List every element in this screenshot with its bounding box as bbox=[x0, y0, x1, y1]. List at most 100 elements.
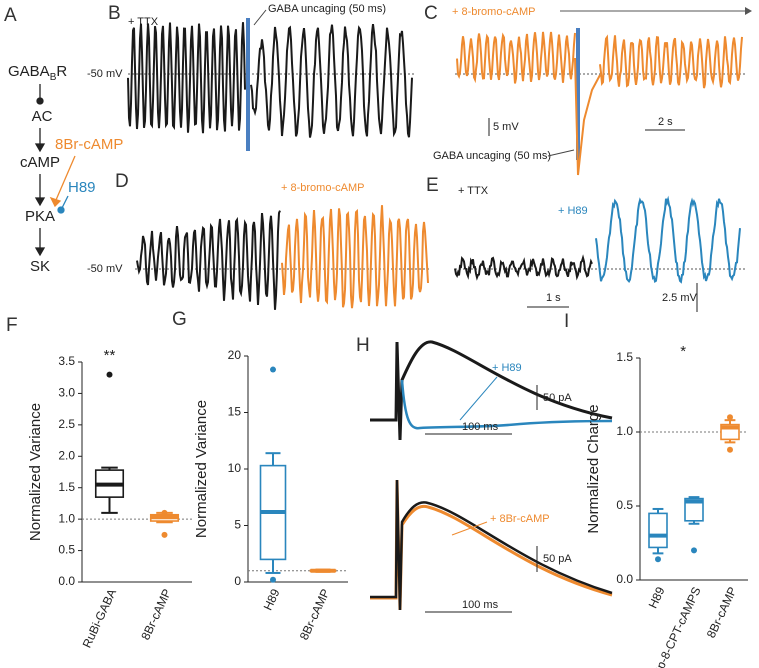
box-chart: F ** Normalized Variance 0.0 0.5 1.0 1.5 2.0 2.5… bbox=[6, 315, 192, 650]
condition: + TTX bbox=[128, 16, 159, 28]
baseline-label: -50 mV bbox=[87, 263, 123, 275]
outlier bbox=[106, 371, 113, 378]
y-tick-label: 20 bbox=[228, 348, 242, 362]
node: AC bbox=[32, 108, 53, 125]
voltage-trace bbox=[136, 210, 281, 310]
scale-label: 1 s bbox=[546, 292, 561, 304]
y-tick-label: 3.5 bbox=[58, 354, 75, 368]
panel-label: A bbox=[4, 5, 17, 26]
outlier bbox=[161, 531, 168, 538]
receptor: GABABR bbox=[8, 63, 67, 83]
pointer bbox=[253, 9, 267, 26]
drug: + 8Br-cAMP bbox=[490, 513, 550, 525]
panel-label: I bbox=[564, 311, 569, 332]
event-label: GABA uncaging (50 ms) bbox=[433, 150, 551, 162]
traces: B + TTX GABA uncaging (50 ms) -50 mV C +… bbox=[87, 3, 752, 312]
voltage-trace bbox=[250, 23, 413, 138]
y-tick-label: 1.0 bbox=[616, 424, 633, 438]
y-axis-label: Normalized Variance bbox=[27, 403, 44, 541]
y-axis-label: Normalized Variance bbox=[193, 400, 210, 538]
y-tick-label: 5 bbox=[234, 518, 241, 532]
current-trace bbox=[370, 479, 613, 611]
scale-label: 50 pA bbox=[543, 392, 572, 404]
box-chart: I*Normalized Charge0.00.51.01.5H89Rp-8-C… bbox=[564, 311, 748, 668]
voltage-trace bbox=[456, 31, 576, 84]
panel-label: C bbox=[424, 3, 438, 24]
box bbox=[648, 512, 668, 549]
voltage-trace bbox=[454, 254, 593, 281]
box-chart: G Normalized Variance 0 5 10 15 20 H89 8Br-cAMP bbox=[172, 309, 348, 642]
outlier bbox=[655, 556, 661, 563]
outlier bbox=[691, 547, 697, 554]
outlier bbox=[270, 366, 276, 373]
y-tick-label: 0.0 bbox=[616, 572, 633, 586]
y-tick-label: 0.5 bbox=[58, 543, 75, 557]
y-tick-label: 1.0 bbox=[58, 511, 75, 525]
scale-label: 5 mV bbox=[493, 121, 519, 133]
y-tick-label: 0.5 bbox=[616, 498, 633, 512]
pointer bbox=[459, 376, 498, 421]
voltage-trace bbox=[599, 34, 743, 89]
x-tick-label: H89 bbox=[261, 586, 283, 612]
scale-label: 2.5 mV bbox=[662, 292, 698, 304]
y-tick-label: 1.5 bbox=[616, 350, 633, 364]
scale-label: 100 ms bbox=[462, 599, 499, 611]
condition: + TTX bbox=[458, 185, 489, 197]
significance: * bbox=[680, 343, 686, 360]
outlier bbox=[727, 414, 733, 421]
scale-label: 2 s bbox=[658, 116, 673, 128]
outlier bbox=[727, 446, 733, 453]
significance: ** bbox=[104, 347, 116, 364]
voltage-trace bbox=[281, 205, 429, 309]
y-tick-label: 10 bbox=[228, 461, 242, 475]
y-tick-label: 0.0 bbox=[58, 574, 75, 588]
drug: 8Br-cAMP bbox=[55, 136, 123, 153]
x-tick-label: 8Br-cAMP bbox=[138, 587, 174, 642]
drug: + H89 bbox=[492, 362, 522, 374]
voltage-trace bbox=[595, 195, 741, 284]
baseline-label: -50 mV bbox=[87, 68, 123, 80]
pointer bbox=[451, 521, 488, 536]
y-tick-label: 3.0 bbox=[58, 386, 75, 400]
pointer bbox=[547, 149, 575, 157]
uncaging-bar bbox=[576, 28, 580, 160]
uncaging-bar bbox=[246, 18, 250, 151]
panel-label: G bbox=[172, 309, 187, 330]
panel-label: D bbox=[115, 171, 129, 192]
panel-a: A GABABR AC cAMP PKA SK 8Br-cAMP H89 bbox=[4, 5, 123, 275]
panel-label: H bbox=[356, 335, 370, 356]
x-tick-label: H89 bbox=[646, 584, 668, 610]
panel-label: F bbox=[6, 315, 18, 336]
node: SK bbox=[30, 258, 50, 275]
voltage-trace bbox=[574, 57, 601, 176]
drug: + H89 bbox=[558, 205, 588, 217]
current-trace bbox=[400, 379, 613, 430]
scale-label: 100 ms bbox=[462, 421, 499, 433]
arrowhead bbox=[745, 7, 752, 15]
scale-label: 50 pA bbox=[543, 553, 572, 565]
y-axis-label: Normalized Charge bbox=[585, 404, 602, 533]
y-tick-label: 1.5 bbox=[58, 480, 75, 494]
x-tick-label: 8Br-cAMP bbox=[297, 587, 333, 642]
outlier bbox=[270, 576, 276, 583]
voltage-trace bbox=[127, 22, 246, 134]
x-tick-label: 8Br-cAMP bbox=[704, 585, 740, 640]
condition: + 8-bromo-cAMP bbox=[452, 6, 535, 18]
node: cAMP bbox=[20, 154, 60, 171]
y-tick-label: 15 bbox=[228, 405, 242, 419]
drug: H89 bbox=[68, 179, 96, 196]
node: PKA bbox=[25, 208, 55, 225]
y-tick-label: 0 bbox=[234, 574, 241, 588]
current-trace bbox=[370, 479, 613, 611]
event-label: GABA uncaging (50 ms) bbox=[268, 3, 386, 15]
panel-label: E bbox=[426, 175, 439, 196]
y-tick-label: 2.0 bbox=[58, 448, 75, 462]
panel-label: B bbox=[108, 3, 121, 24]
condition: + 8-bromo-cAMP bbox=[281, 182, 364, 194]
outlier bbox=[161, 509, 168, 516]
box bbox=[684, 497, 704, 522]
current-trace bbox=[370, 340, 613, 441]
y-tick-label: 2.5 bbox=[58, 417, 75, 431]
panel-h: H + H89 50 pA 100 ms + 8Br-cAMP 50 pA 10… bbox=[356, 335, 613, 613]
